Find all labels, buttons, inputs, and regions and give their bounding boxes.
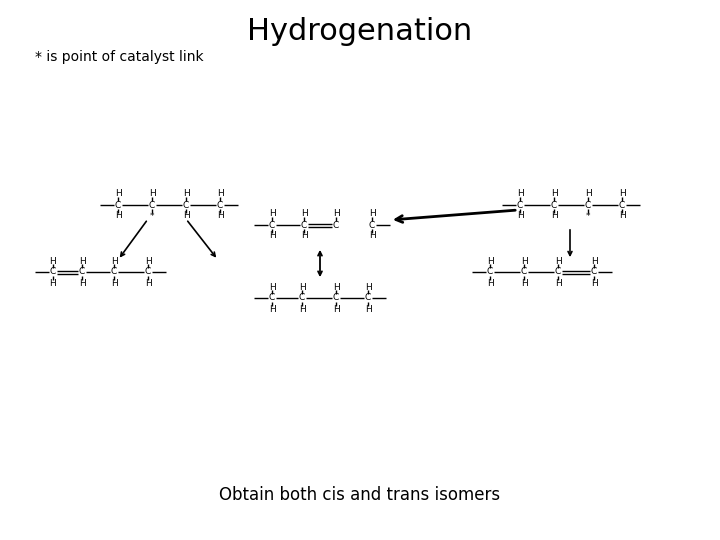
Text: C: C — [111, 267, 117, 276]
Text: C: C — [591, 267, 597, 276]
Text: H: H — [551, 212, 557, 220]
Text: C: C — [217, 200, 223, 210]
Text: H: H — [50, 279, 56, 287]
Text: H: H — [554, 256, 562, 266]
Text: H: H — [111, 256, 117, 266]
Text: Obtain both cis and trans isomers: Obtain both cis and trans isomers — [220, 486, 500, 504]
Text: H: H — [111, 279, 117, 287]
Text: C: C — [369, 220, 375, 230]
Text: H: H — [78, 256, 86, 266]
Text: H: H — [551, 190, 557, 199]
Text: H: H — [299, 305, 305, 314]
Text: C: C — [365, 294, 371, 302]
Text: C: C — [487, 267, 493, 276]
Text: C: C — [269, 294, 275, 302]
Text: *: * — [586, 212, 590, 220]
Text: C: C — [333, 294, 339, 302]
Text: H: H — [114, 190, 122, 199]
Text: H: H — [369, 232, 375, 240]
Text: H: H — [145, 279, 151, 287]
Text: H: H — [114, 212, 122, 220]
Text: H: H — [299, 282, 305, 292]
Text: H: H — [618, 212, 626, 220]
Text: * is point of catalyst link: * is point of catalyst link — [35, 50, 204, 64]
Text: H: H — [269, 232, 275, 240]
Text: C: C — [585, 200, 591, 210]
Text: C: C — [551, 200, 557, 210]
Text: Hydrogenation: Hydrogenation — [248, 17, 472, 46]
Text: H: H — [585, 190, 591, 199]
Text: H: H — [217, 190, 223, 199]
Text: C: C — [619, 200, 625, 210]
Text: H: H — [517, 212, 523, 220]
Text: C: C — [115, 200, 121, 210]
Text: C: C — [555, 267, 561, 276]
Text: H: H — [364, 282, 372, 292]
Text: C: C — [521, 267, 527, 276]
Text: C: C — [269, 220, 275, 230]
Text: H: H — [183, 190, 189, 199]
Text: C: C — [50, 267, 56, 276]
Text: H: H — [301, 232, 307, 240]
Text: C: C — [145, 267, 151, 276]
Text: H: H — [269, 210, 275, 219]
Text: H: H — [333, 282, 339, 292]
Text: H: H — [333, 210, 339, 219]
Text: H: H — [183, 212, 189, 220]
Text: H: H — [487, 256, 493, 266]
Text: H: H — [521, 256, 527, 266]
Text: H: H — [517, 190, 523, 199]
Text: H: H — [554, 279, 562, 287]
Text: H: H — [590, 279, 598, 287]
Text: H: H — [148, 190, 156, 199]
Text: C: C — [517, 200, 523, 210]
Text: *: * — [150, 212, 154, 220]
Text: C: C — [301, 220, 307, 230]
Text: H: H — [487, 279, 493, 287]
Text: H: H — [78, 279, 86, 287]
Text: H: H — [301, 210, 307, 219]
Text: H: H — [269, 282, 275, 292]
Text: H: H — [50, 256, 56, 266]
Text: H: H — [269, 305, 275, 314]
Text: C: C — [183, 200, 189, 210]
Text: H: H — [364, 305, 372, 314]
Text: H: H — [333, 305, 339, 314]
Text: C: C — [333, 220, 339, 230]
Text: H: H — [521, 279, 527, 287]
Text: H: H — [369, 210, 375, 219]
Text: H: H — [590, 256, 598, 266]
Text: C: C — [149, 200, 155, 210]
Text: C: C — [79, 267, 85, 276]
Text: H: H — [618, 190, 626, 199]
Text: H: H — [145, 256, 151, 266]
Text: H: H — [217, 212, 223, 220]
Text: C: C — [299, 294, 305, 302]
